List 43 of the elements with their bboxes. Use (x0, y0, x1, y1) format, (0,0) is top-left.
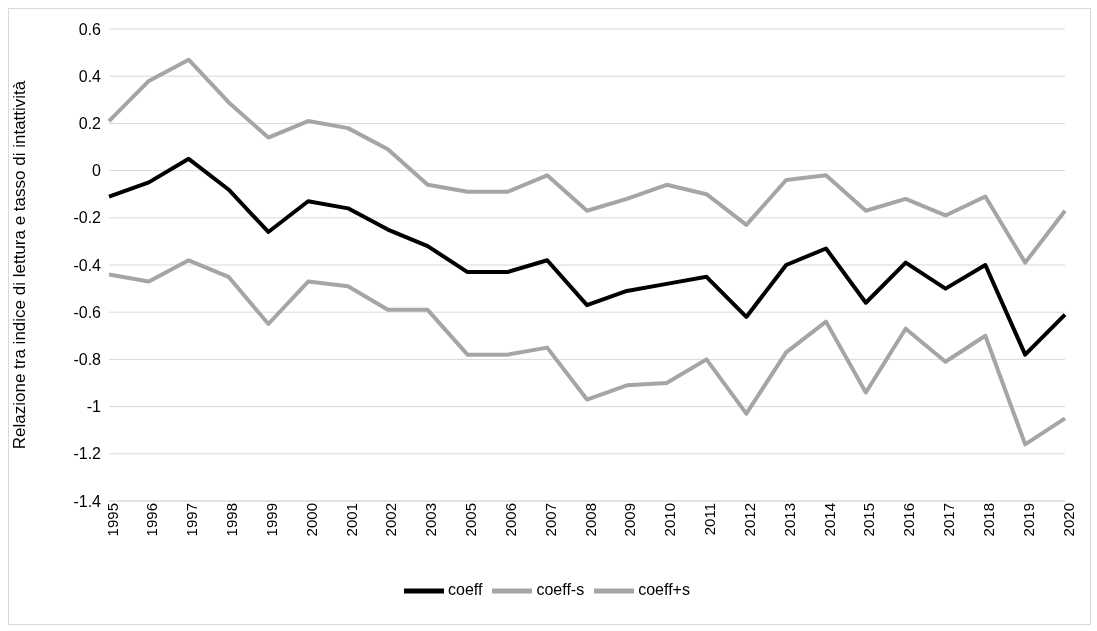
y-tick-label: -0.2 (73, 209, 102, 227)
x-tick-label: 1998 (223, 503, 241, 537)
x-tick-label: 2018 (979, 503, 997, 537)
x-tick-label: 1995 (103, 503, 121, 537)
y-tick-label: -0.4 (73, 256, 102, 274)
y-tick-label: -1.2 (73, 445, 102, 463)
x-tick-label: 2017 (940, 503, 958, 537)
x-tick-label: 2008 (581, 503, 599, 537)
x-tick-label: 2013 (780, 503, 798, 537)
legend-label: coeff (448, 581, 483, 599)
x-tick-label: 2010 (661, 503, 679, 537)
x-tick-label: 2015 (860, 503, 878, 537)
x-tick-label: 2011 (701, 503, 719, 536)
x-tick-label: 2007 (541, 503, 559, 537)
line-series (107, 57, 1067, 265)
line-series (107, 156, 1067, 357)
x-tick-label: 2020 (1059, 503, 1077, 537)
x-tick-label: 1997 (183, 503, 201, 537)
y-tick-label: 0.6 (78, 20, 102, 38)
line-series (107, 258, 1067, 447)
x-tick-label: 2005 (462, 503, 480, 537)
x-tick-label: 1996 (143, 503, 161, 537)
x-tick-label: 1999 (262, 503, 280, 537)
x-tick-label: 2000 (302, 503, 320, 537)
x-tick-label: 2009 (621, 503, 639, 537)
x-tick-label: 2012 (740, 503, 758, 537)
legend-label: coeff+s (638, 581, 690, 599)
y-tick-label: 0.2 (78, 115, 102, 133)
legend-label: coeff-s (536, 581, 585, 599)
y-tick-label: -0.6 (73, 303, 102, 321)
y-tick-label: -0.8 (73, 351, 102, 369)
x-tick-label: 2001 (342, 503, 360, 537)
y-tick-label: 0.4 (78, 67, 102, 85)
y-tick-label: -1.4 (73, 492, 102, 510)
x-tick-label: 2016 (900, 503, 918, 537)
y-axis-title: Relazione tra indice di lettura e tasso di intattività (10, 80, 30, 450)
x-tick-label: 2002 (382, 503, 400, 537)
y-tick-label: -1 (86, 398, 102, 416)
x-tick-label: 2006 (501, 503, 519, 537)
y-tick-label: 0 (92, 162, 102, 180)
x-tick-label: 2003 (422, 503, 440, 537)
x-tick-label: 2019 (1019, 503, 1037, 537)
x-tick-label: 2014 (820, 503, 838, 537)
